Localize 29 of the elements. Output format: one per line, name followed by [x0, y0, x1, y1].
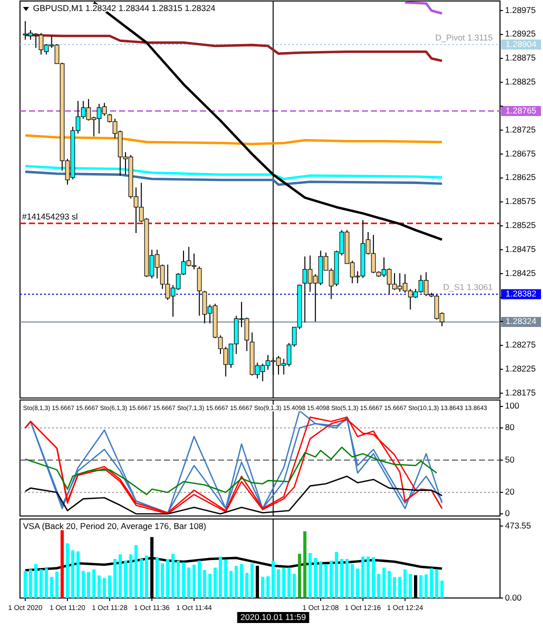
ref-line-label: 1.28765 [506, 105, 537, 116]
y-tick-label: 1.28875 [505, 52, 536, 63]
y-tick-label: 1.28675 [505, 148, 536, 158]
y-tick-label: 1.28625 [505, 172, 536, 182]
ref-line-label: 2020.10.01 11:59 [240, 612, 306, 622]
ref-line-label: 1.28382 [506, 288, 537, 298]
y-tick-label: 1.28275 [505, 340, 536, 350]
y-tick-label: 1.28575 [505, 196, 536, 206]
y-tick-label: 1.28175 [505, 387, 536, 398]
y-tick-label: 80 [505, 422, 515, 432]
y-tick-label: 20 [505, 486, 515, 497]
y-tick-label: 0.00 [505, 592, 522, 602]
annotation: D_S1 1.3061 [443, 282, 493, 292]
y-tick-label: 1.28975 [505, 4, 536, 15]
y-tick-label: 473.55 [505, 520, 532, 530]
y-tick-label: 1.28525 [505, 220, 536, 230]
annotation: #141454293 sl [22, 211, 78, 222]
y-tick-label: 1.28725 [505, 124, 536, 134]
y-tick-label: 1.28225 [505, 364, 536, 374]
y-tick-label: 1.28925 [505, 28, 536, 39]
y-tick-label: 50 [505, 454, 515, 464]
y-tick-label: 1.28425 [505, 268, 536, 278]
ref-line-label: 1.28904 [506, 38, 537, 49]
y-tick-label: 1.28825 [505, 76, 536, 87]
annotation: D_Pivot 1.3115 [435, 32, 493, 43]
y-tick-label: 1.28475 [505, 244, 536, 254]
ref-line-label: 1.28324 [506, 316, 537, 326]
y-tick-label: 100 [505, 400, 520, 411]
y-tick-label: 0 [505, 508, 510, 518]
